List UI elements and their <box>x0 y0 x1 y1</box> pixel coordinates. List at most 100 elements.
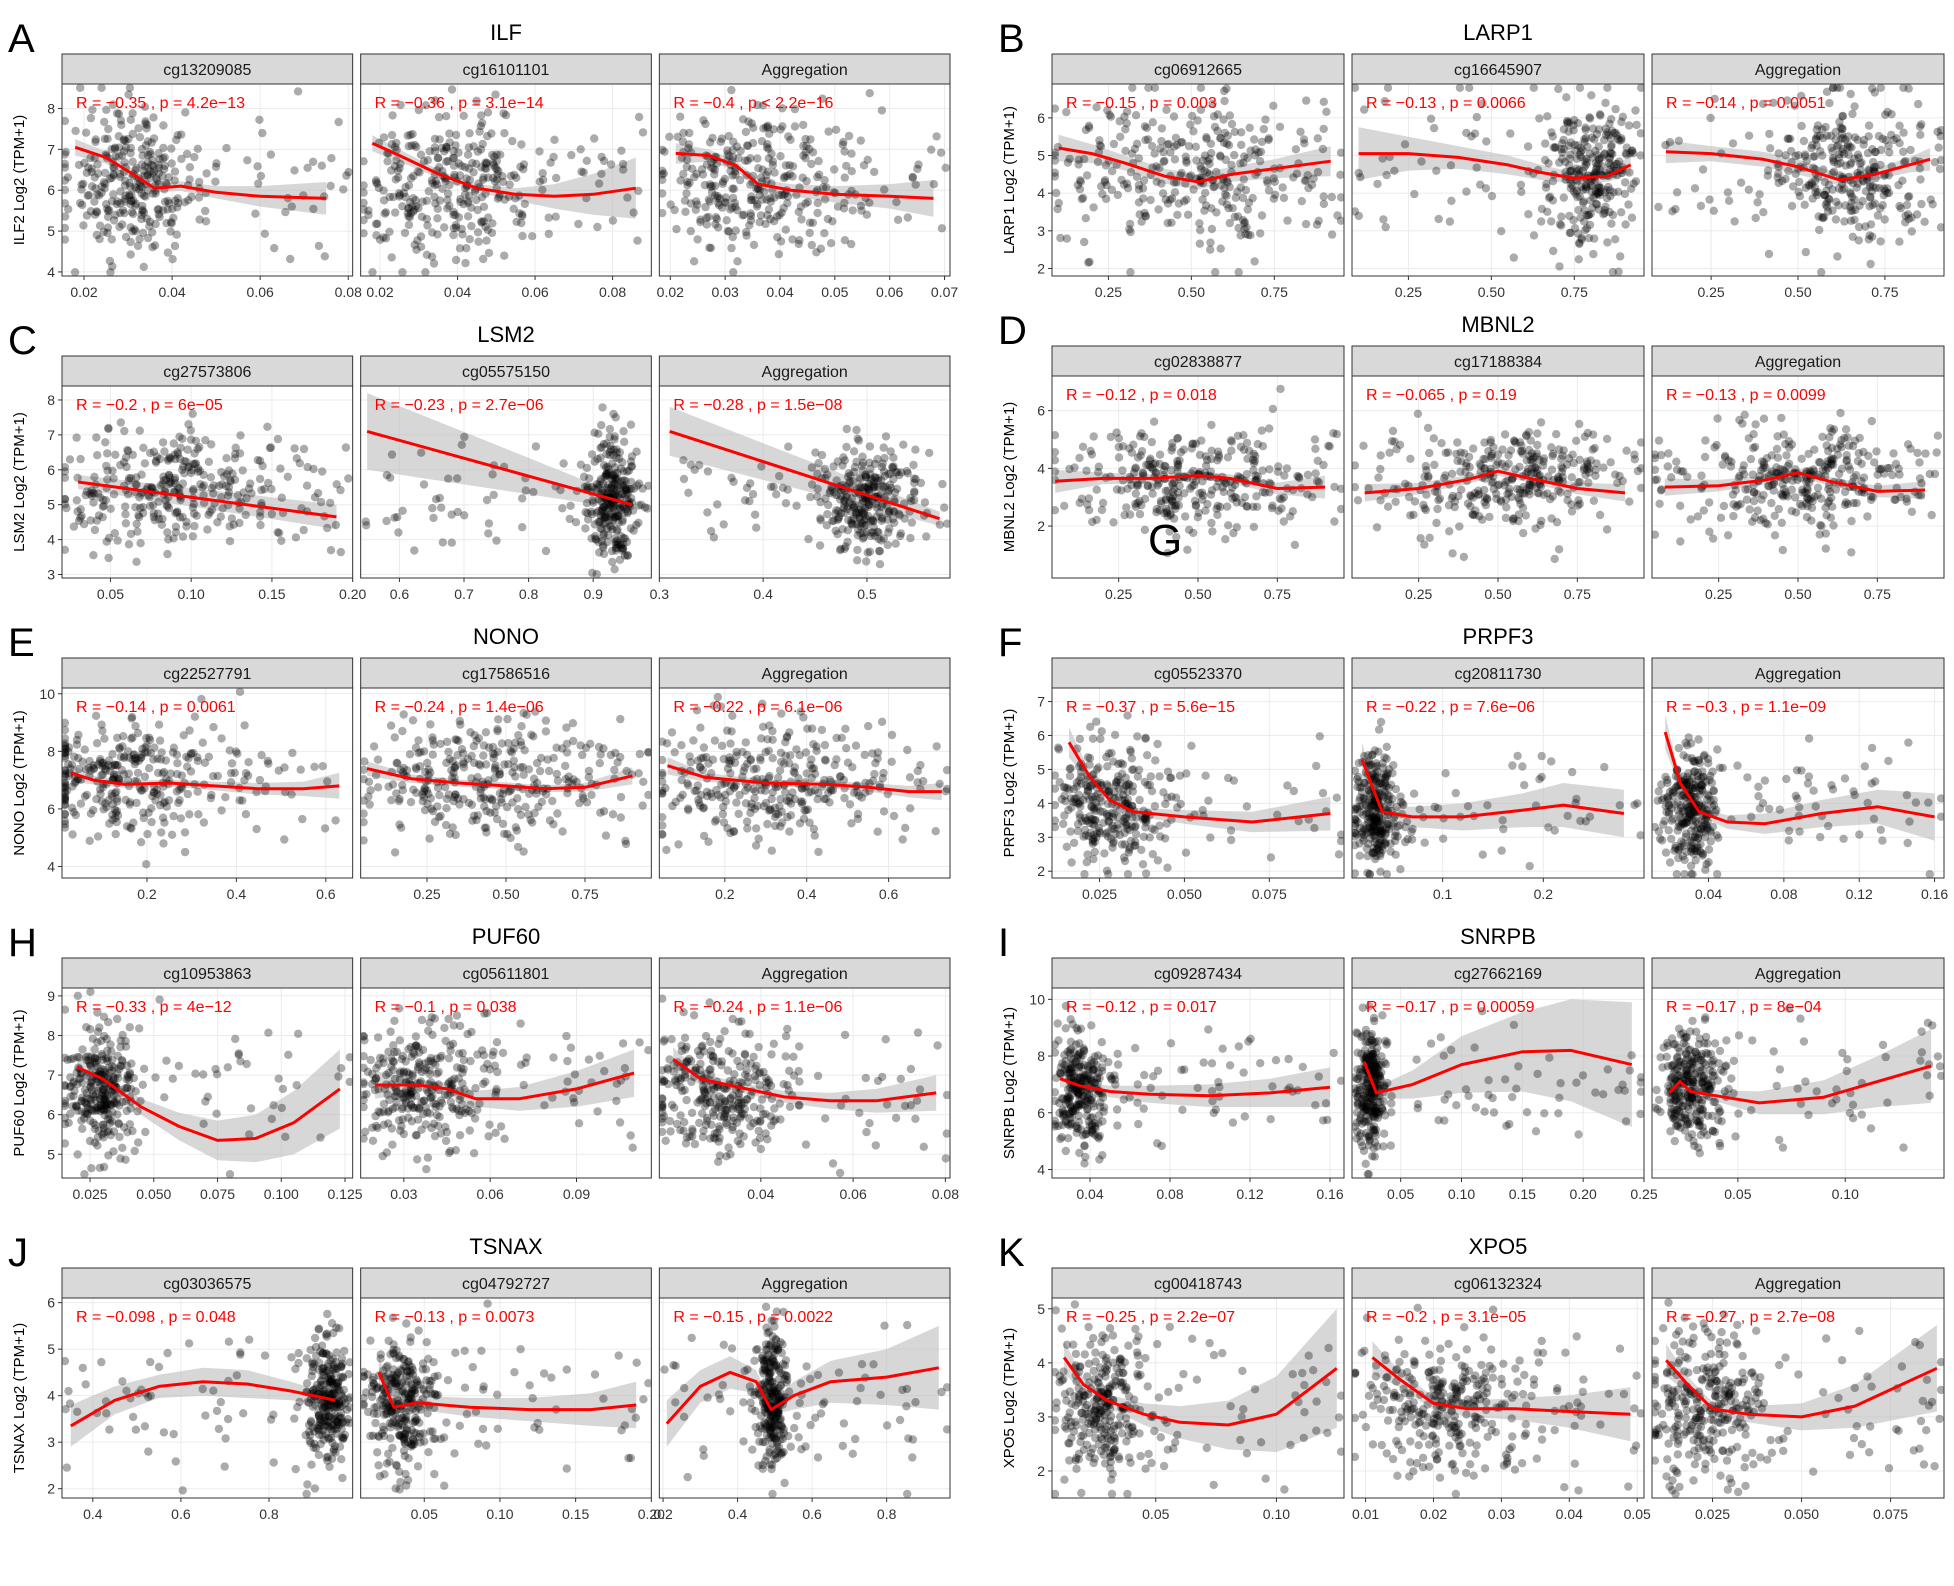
data-point <box>1559 135 1568 145</box>
data-point <box>1230 150 1239 160</box>
data-point <box>1567 507 1577 516</box>
data-point <box>1432 166 1441 175</box>
chart-title: NONO <box>473 624 539 649</box>
data-point <box>1224 521 1233 530</box>
data-point <box>92 433 101 442</box>
data-point <box>746 154 755 163</box>
x-tick-label: 0.03 <box>712 284 739 300</box>
data-point <box>814 170 824 179</box>
data-point <box>1840 500 1850 509</box>
data-point <box>1082 171 1092 180</box>
data-point <box>468 158 477 168</box>
data-point <box>194 193 204 202</box>
data-point <box>1189 185 1198 194</box>
data-point <box>1822 186 1831 195</box>
data-point <box>1580 163 1589 172</box>
data-point <box>759 124 768 133</box>
data-point <box>1742 495 1752 504</box>
data-point <box>1591 158 1601 168</box>
data-point <box>160 153 169 162</box>
data-point <box>451 220 461 230</box>
data-point <box>776 152 785 161</box>
data-point <box>195 215 204 224</box>
data-point <box>686 226 695 236</box>
data-point <box>1169 112 1179 121</box>
data-point <box>553 809 562 818</box>
data-point <box>1585 114 1595 123</box>
data-point <box>273 528 282 537</box>
data-point <box>604 468 613 478</box>
data-point <box>1205 154 1214 163</box>
data-point <box>132 519 141 529</box>
data-point <box>682 162 691 172</box>
data-point <box>584 766 594 776</box>
data-point <box>552 769 561 779</box>
data-point <box>1876 237 1885 246</box>
x-tick-label: 0.07 <box>931 284 958 300</box>
data-point <box>1600 206 1609 215</box>
data-point <box>1207 486 1217 495</box>
data-point <box>884 486 893 495</box>
data-point <box>167 830 177 839</box>
data-point <box>1882 188 1892 198</box>
data-point <box>134 511 143 520</box>
data-point <box>1840 184 1849 193</box>
data-point <box>85 836 94 845</box>
data-point <box>481 728 491 737</box>
data-point <box>684 140 694 149</box>
data-point <box>155 212 164 222</box>
data-point <box>386 473 395 482</box>
data-point <box>538 169 547 178</box>
data-point <box>806 492 815 502</box>
data-point <box>1814 212 1823 221</box>
data-point <box>916 478 926 488</box>
data-point <box>1767 498 1776 508</box>
data-point <box>174 798 183 808</box>
data-point <box>498 172 507 181</box>
data-point <box>224 466 234 475</box>
data-point <box>1421 461 1431 471</box>
data-point <box>1934 143 1943 152</box>
data-point <box>1141 135 1150 145</box>
data-point <box>679 474 689 484</box>
data-point <box>143 186 153 195</box>
x-tick-label: 0.9 <box>583 586 603 602</box>
data-point <box>622 484 631 493</box>
data-point <box>1879 184 1889 193</box>
data-point <box>1863 512 1872 521</box>
data-point <box>173 203 182 212</box>
data-point <box>434 112 444 122</box>
data-point <box>211 177 220 186</box>
data-point <box>768 160 777 170</box>
data-point <box>127 208 137 217</box>
data-point <box>146 167 155 176</box>
data-point <box>1764 249 1774 259</box>
data-point <box>1245 123 1254 132</box>
data-point <box>464 198 473 208</box>
data-point <box>603 488 612 498</box>
data-point <box>627 462 637 471</box>
data-point <box>467 221 476 231</box>
data-point <box>496 150 505 159</box>
data-point <box>1894 181 1903 190</box>
data-point <box>154 179 163 188</box>
data-point <box>1092 485 1101 494</box>
data-point <box>190 152 199 162</box>
data-point <box>1936 156 1944 165</box>
data-point <box>594 517 603 526</box>
data-point <box>185 810 194 819</box>
data-point <box>1632 120 1641 130</box>
data-point <box>453 751 462 760</box>
data-point <box>618 159 628 169</box>
data-point <box>517 210 527 219</box>
data-point <box>473 228 483 237</box>
data-point <box>1589 193 1598 202</box>
data-point <box>91 137 100 147</box>
data-point <box>683 177 692 186</box>
data-point <box>76 799 86 808</box>
data-point <box>1224 204 1233 213</box>
data-point <box>612 445 621 454</box>
data-point <box>864 479 873 489</box>
data-point <box>728 171 737 180</box>
data-point <box>1239 158 1248 167</box>
